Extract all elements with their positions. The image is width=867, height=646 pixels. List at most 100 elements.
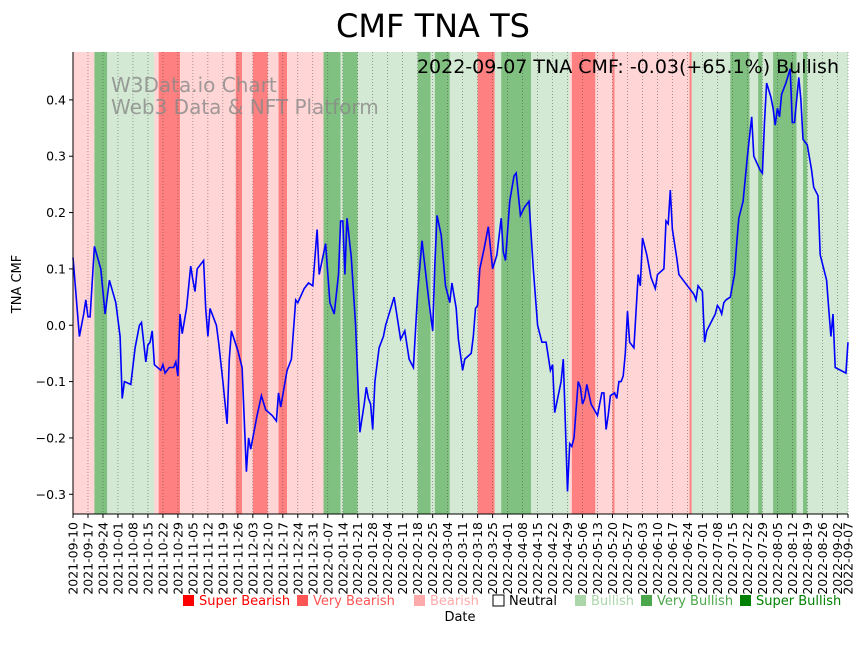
- signal-band-bearish: [242, 52, 253, 514]
- legend-label: Very Bullish: [657, 594, 733, 609]
- x-tick-label: 2021-11-19: [215, 522, 230, 595]
- x-axis-label: Date: [444, 610, 475, 625]
- signal-band-very-bearish: [158, 52, 181, 514]
- x-tick-label: 2022-09-02: [830, 522, 845, 595]
- x-tick-label: 2022-06-17: [665, 522, 680, 595]
- x-tick-label: 2022-05-13: [590, 522, 605, 595]
- x-tick-label: 2021-12-10: [260, 522, 275, 595]
- signal-band-bearish: [154, 52, 159, 514]
- x-tick-label: 2022-01-28: [365, 522, 380, 595]
- x-tick-label: 2022-08-19: [800, 522, 815, 595]
- y-tick-label: −0.2: [36, 430, 66, 445]
- signal-band-very-bullish: [417, 52, 431, 514]
- x-tick-label: 2022-02-18: [410, 522, 425, 595]
- watermark-line-2: Web3 Data & NFT Platform: [111, 95, 379, 119]
- legend-swatch: [740, 595, 751, 606]
- y-tick-label: −0.3: [36, 487, 66, 502]
- legend-label: Neutral: [509, 594, 557, 609]
- legend: Super Bearish Very Bearish Bearish Neutral B…: [183, 594, 841, 609]
- signal-band-very-bullish: [434, 52, 450, 514]
- signal-band-bullish: [762, 52, 774, 514]
- signal-band-bullish: [340, 52, 343, 514]
- x-tick-label: 2022-01-14: [335, 522, 350, 595]
- x-tick-label: 2022-07-01: [695, 522, 710, 595]
- y-tick-label: 0.3: [46, 149, 66, 164]
- x-tick-label: 2021-12-17: [275, 522, 290, 595]
- signal-band-very-bearish: [252, 52, 268, 514]
- x-ticks: 2021-09-10 2021-09-17 2021-09-24 2021-10-01…: [66, 514, 856, 595]
- x-tick-label: 2021-09-17: [80, 522, 95, 595]
- x-tick-label: 2022-08-26: [815, 522, 830, 595]
- x-tick-label: 2021-10-08: [125, 522, 140, 595]
- x-tick-label: 2022-04-15: [530, 522, 545, 595]
- x-tick-label: 2021-11-12: [200, 522, 215, 595]
- signal-band-bearish: [569, 52, 572, 514]
- signal-band-very-bullish: [803, 52, 808, 514]
- x-tick-label: 2022-04-08: [515, 522, 530, 595]
- weekly-gridlines: [72, 52, 849, 514]
- y-tick-label: 0.1: [46, 261, 66, 276]
- x-tick-label: 2022-02-04: [380, 522, 395, 595]
- x-tick-label: 2022-06-03: [635, 522, 650, 595]
- signal-band-very-bearish: [689, 52, 692, 514]
- watermark-line-1: W3Data.io Chart: [111, 73, 277, 97]
- signal-band-bearish: [73, 52, 95, 514]
- x-tick-label: 2022-09-07: [841, 522, 856, 595]
- x-tick-label: 2022-03-25: [485, 522, 500, 595]
- legend-label: Super Bullish: [756, 594, 841, 609]
- x-tick-label: 2022-01-21: [350, 522, 365, 595]
- x-tick-label: 2021-11-26: [230, 522, 245, 595]
- x-tick-label: 2022-08-05: [770, 522, 785, 595]
- y-tick-label: −0.1: [36, 374, 66, 389]
- signal-band-very-bearish: [612, 52, 615, 514]
- legend-swatch: [575, 595, 586, 606]
- signal-band-very-bullish: [323, 52, 341, 514]
- x-tick-label: 2022-08-12: [785, 522, 800, 595]
- signal-band-bullish: [807, 52, 848, 514]
- signal-band-very-bullish: [773, 52, 797, 514]
- signal-band-bullish: [749, 52, 759, 514]
- x-tick-label: 2022-02-25: [425, 522, 440, 595]
- x-tick-label: 2021-09-10: [66, 522, 81, 595]
- y-ticks: −0.3 −0.2 −0.1 0.0 0.1 0.2 0.3 0.4: [36, 92, 73, 502]
- legend-label: Very Bearish: [313, 594, 395, 609]
- x-tick-label: 2022-03-11: [455, 522, 470, 595]
- x-tick-label: 2021-11-05: [185, 522, 200, 595]
- y-tick-label: 0.2: [46, 205, 66, 220]
- legend-label: Bearish: [430, 594, 479, 609]
- x-tick-label: 2021-10-22: [155, 522, 170, 595]
- chart-title: CMF TNA TS: [336, 7, 530, 45]
- signal-band-bearish: [287, 52, 324, 514]
- signal-band-bearish: [267, 52, 279, 514]
- x-tick-label: 2022-04-22: [545, 522, 560, 595]
- x-tick-label: 2022-03-04: [440, 522, 455, 595]
- y-tick-label: 0.0: [46, 318, 66, 333]
- status-label: 2022-09-07 TNA CMF: -0.03(+65.1%) Bullis…: [417, 56, 839, 78]
- signal-band-bullish: [796, 52, 804, 514]
- signal-band-very-bullish: [501, 52, 532, 514]
- x-tick-label: 2022-03-18: [470, 522, 485, 595]
- signal-band-bearish: [614, 52, 690, 514]
- x-tick-label: 2021-12-31: [305, 522, 320, 595]
- signal-band-very-bearish: [235, 52, 243, 514]
- x-tick-label: 2022-05-20: [605, 522, 620, 595]
- legend-swatch: [492, 594, 505, 607]
- x-tick-label: 2021-10-29: [170, 522, 185, 595]
- y-axis-label: TNA CMF: [10, 255, 25, 314]
- legend-label: Super Bearish: [199, 594, 290, 609]
- x-tick-label: 2022-04-29: [560, 522, 575, 595]
- x-tick-label: 2021-12-24: [290, 522, 305, 595]
- x-tick-label: 2021-10-01: [110, 522, 125, 595]
- signal-band-very-bullish: [730, 52, 750, 514]
- x-tick-label: 2022-07-22: [740, 522, 755, 595]
- signal-band-bullish: [449, 52, 478, 514]
- signal-band-bullish: [691, 52, 731, 514]
- x-tick-label: 2022-06-24: [680, 522, 695, 595]
- legend-swatch: [414, 595, 425, 606]
- signal-band-bullish: [531, 52, 570, 514]
- x-tick-label: 2022-05-06: [575, 522, 590, 595]
- signal-band-very-bearish: [477, 52, 495, 514]
- signal-band-very-bullish: [758, 52, 763, 514]
- x-tick-label: 2022-07-29: [755, 522, 770, 595]
